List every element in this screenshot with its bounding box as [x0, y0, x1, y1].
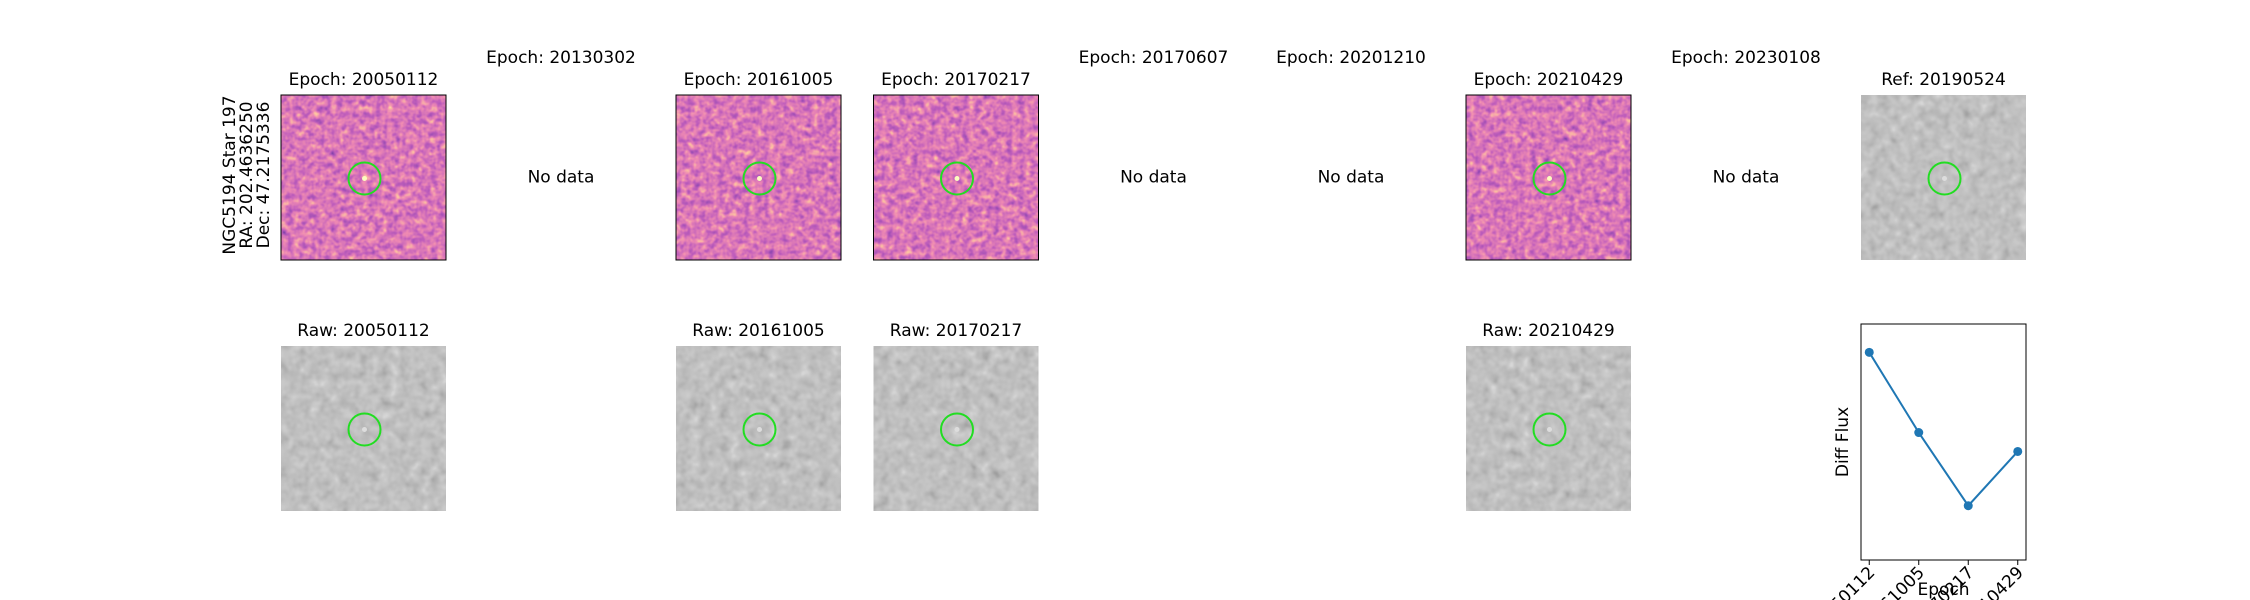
star-label: NGC5194 Star 197 RA: 202.4636250 Dec: 47…	[220, 95, 274, 254]
panel-title: Epoch: 20161005	[684, 70, 834, 90]
panel-title: Epoch: 20170607	[1079, 48, 1229, 68]
target-dot	[1942, 176, 1947, 181]
image-frame	[1465, 94, 1632, 261]
panel-title: Raw: 20170217	[890, 321, 1023, 341]
target-dot	[757, 176, 762, 181]
panel-title: Raw: 20050112	[297, 321, 430, 341]
point	[2013, 446, 2023, 456]
target-circle	[1532, 412, 1567, 447]
point	[1963, 501, 1973, 511]
target-dot	[954, 427, 960, 432]
star-dec: Dec: 47.2175336	[254, 102, 274, 249]
target-dot	[362, 427, 367, 432]
panel-title: Epoch: 20230108	[1671, 48, 1821, 68]
star-name: NGC5194 Star 197	[220, 95, 240, 254]
target-circle	[1927, 161, 1962, 196]
y-axis-label: Diff Flux	[1833, 407, 1853, 477]
panel-title: Epoch: 20170217	[881, 70, 1031, 90]
x-axis-label: Epoch	[1917, 580, 1969, 600]
x-tick-label: 20050112	[1804, 563, 1879, 600]
image-frame	[280, 94, 447, 261]
target-circle	[347, 161, 382, 196]
target-dot	[757, 427, 762, 432]
point	[1914, 428, 1924, 438]
target-dot	[954, 176, 960, 181]
line	[1868, 351, 2019, 508]
chart-frame	[1860, 323, 2027, 561]
target-dot	[1547, 427, 1552, 432]
panel-title: Epoch: 20050112	[289, 70, 439, 90]
no-data: No data	[1318, 168, 1385, 188]
star-ra: RA: 202.4636250	[237, 101, 257, 248]
image-frame	[873, 94, 1039, 261]
no-data: No data	[1120, 168, 1187, 188]
panel-title: Epoch: 20210429	[1474, 70, 1624, 90]
no-data: No data	[528, 168, 595, 188]
target-circle	[742, 161, 777, 196]
target-circle	[940, 412, 974, 447]
target-circle	[1532, 161, 1567, 196]
panel-title: Ref: 20190524	[1881, 70, 2006, 90]
panel-title: Raw: 20210429	[1482, 321, 1615, 341]
target-dot	[362, 176, 367, 181]
point	[1864, 347, 1874, 357]
panel-title: Epoch: 20201210	[1276, 48, 1426, 68]
panel-title: Raw: 20161005	[692, 321, 825, 341]
no-data: No data	[1713, 168, 1780, 188]
target-dot	[1547, 176, 1552, 181]
image-frame	[675, 94, 842, 261]
target-circle	[742, 412, 777, 447]
target-circle	[347, 412, 382, 447]
panel-title: Epoch: 20130302	[486, 48, 636, 68]
target-circle	[940, 161, 974, 196]
